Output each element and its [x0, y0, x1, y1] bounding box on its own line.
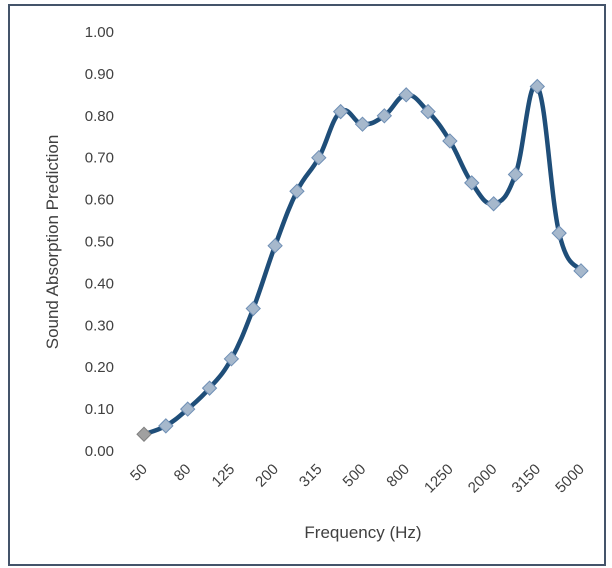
x-tick-label: 500: [340, 461, 370, 491]
data-point-marker: [158, 418, 174, 434]
x-tick-label: 1250: [421, 461, 457, 497]
data-point-marker: [529, 78, 546, 95]
chart-frame: [8, 4, 606, 566]
data-point-marker: [179, 401, 196, 417]
data-point-marker: [507, 166, 524, 183]
data-point-marker: [245, 300, 261, 317]
x-axis-title: Frequency (Hz): [304, 523, 421, 542]
x-tick-label: 125: [209, 461, 239, 491]
data-point-marker: [332, 103, 349, 120]
y-tick-label: 0.70: [85, 150, 114, 167]
y-tick-label: 0.10: [85, 401, 114, 418]
data-point-marker: [223, 351, 240, 367]
data-point-marker: [289, 183, 305, 199]
y-tick-label: 0.80: [85, 108, 114, 125]
x-tick-label: 200: [252, 461, 282, 491]
y-tick-label: 1.00: [85, 24, 114, 41]
x-tick-label: 50: [127, 461, 151, 485]
x-tick-label: 5000: [552, 461, 588, 497]
data-point-marker: [376, 108, 393, 124]
data-point-marker: [311, 149, 327, 166]
y-tick-label: 0.90: [85, 66, 114, 83]
x-tick-labels: 50 80 125 200 315 500 800 1250 2000 3150 5000: [127, 461, 588, 497]
x-tick-label: 315: [296, 461, 326, 491]
y-tick-label: 0.00: [85, 443, 114, 460]
x-tick-label: 3150: [509, 461, 545, 497]
series-markers: [136, 78, 589, 442]
data-point-marker: [267, 237, 283, 254]
data-point-marker: [464, 175, 480, 191]
y-tick-label: 0.30: [85, 317, 114, 334]
y-tick-label: 0.20: [85, 359, 114, 376]
data-point-marker: [551, 225, 567, 241]
data-point-marker: [573, 263, 589, 279]
y-tick-label: 0.40: [85, 275, 114, 292]
x-tick-label: 80: [171, 461, 195, 485]
y-tick-labels: 0.00 0.10 0.20 0.30 0.40 0.50 0.60 0.70 0.80 0.90…: [85, 24, 114, 460]
y-tick-label: 0.50: [85, 234, 114, 251]
y-axis-title: Sound Absorption Prediction: [43, 135, 62, 350]
y-tick-label: 0.60: [85, 192, 114, 209]
x-tick-label: 2000: [465, 461, 501, 497]
data-point-marker: [420, 103, 436, 120]
data-point-marker: [398, 87, 414, 103]
data-point-marker: [136, 426, 152, 442]
data-point-marker: [442, 133, 458, 149]
x-tick-label: 800: [383, 461, 413, 491]
data-point-marker: [201, 380, 218, 396]
data-point-marker: [485, 196, 502, 212]
data-point-marker: [354, 116, 371, 132]
